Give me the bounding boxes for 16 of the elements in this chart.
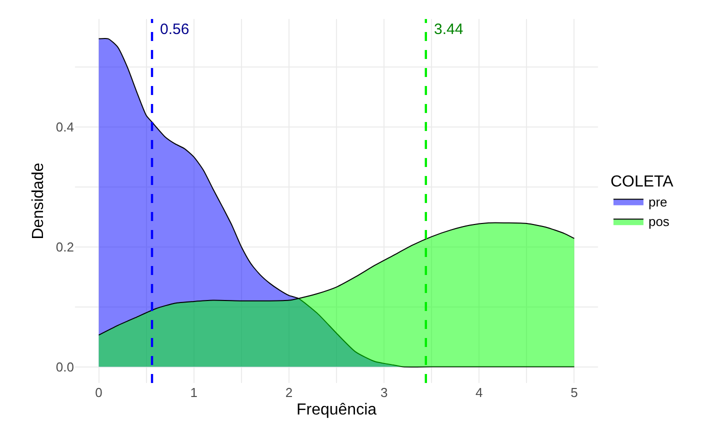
x-tick-label: 4	[476, 385, 483, 400]
x-tick-label: 1	[190, 385, 198, 400]
x-tick-label: 2	[285, 385, 293, 400]
y-tick-label: 0.2	[56, 239, 74, 254]
y-axis-title: Densidade	[30, 162, 47, 240]
legend-label: pos	[648, 214, 670, 230]
ref-line-label: 0.56	[160, 21, 190, 38]
x-tick-label: 5	[570, 385, 578, 400]
legend-label: pre	[648, 194, 668, 210]
legend-title: COLETA	[610, 173, 674, 190]
y-tick-label: 0.4	[56, 119, 74, 134]
x-tick-label: 0	[95, 385, 102, 400]
x-tick-label: 3	[380, 385, 388, 400]
x-axis-title: Frequência	[296, 402, 377, 419]
ref-line-label: 3.44	[434, 21, 464, 38]
y-tick-label: 0.0	[56, 359, 74, 374]
